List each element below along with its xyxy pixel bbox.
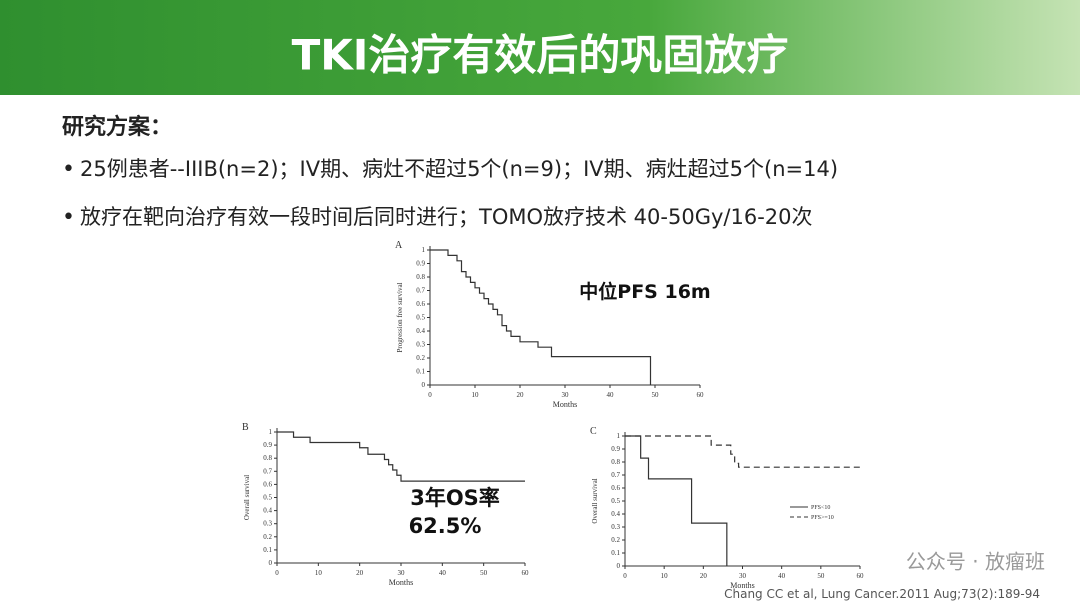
x-tick-label: 50 bbox=[817, 572, 825, 580]
y-tick-label: 0.3 bbox=[611, 523, 620, 531]
survival-curve bbox=[625, 435, 860, 468]
y-tick-label: 0.3 bbox=[416, 341, 425, 349]
y-tick-label: 0.6 bbox=[611, 484, 620, 492]
x-tick-label: 50 bbox=[652, 391, 660, 399]
y-tick-label: 0 bbox=[422, 381, 426, 389]
bullet: 放疗在靶向治疗有效一段时间后同时进行；TOMO放疗技术 40-50Gy/16-2… bbox=[80, 205, 813, 229]
legend-label: PFS>=10 bbox=[811, 515, 834, 521]
x-tick-label: 10 bbox=[472, 391, 480, 399]
x-tick-label: 50 bbox=[480, 569, 488, 577]
y-tick-label: 0.4 bbox=[611, 510, 620, 518]
x-tick-label: 20 bbox=[356, 569, 364, 577]
y-tick-label: 0.1 bbox=[611, 549, 620, 557]
y-axis-label: Overall survival bbox=[591, 478, 599, 523]
y-tick-label: 1 bbox=[269, 428, 273, 436]
y-tick-label: 0.8 bbox=[263, 454, 272, 462]
x-tick-label: 10 bbox=[661, 572, 669, 580]
y-tick-label: 0 bbox=[269, 559, 273, 567]
x-tick-label: 20 bbox=[700, 572, 708, 580]
x-tick-label: 0 bbox=[275, 569, 279, 577]
y-tick-label: 0.9 bbox=[263, 441, 272, 449]
y-tick-label: 0.4 bbox=[416, 327, 425, 335]
y-tick-label: 0.6 bbox=[263, 480, 272, 488]
x-tick-label: 30 bbox=[398, 569, 406, 577]
y-tick-label: 0 bbox=[617, 562, 621, 570]
y-tick-label: 0.3 bbox=[263, 520, 272, 528]
y-tick-label: 0.8 bbox=[611, 458, 620, 466]
survival-curve bbox=[430, 249, 652, 385]
x-tick-label: 60 bbox=[697, 391, 705, 399]
x-tick-label: 20 bbox=[517, 391, 525, 399]
survival-curve bbox=[277, 431, 525, 482]
y-tick-label: 0.9 bbox=[611, 445, 620, 453]
y-axis-label: Overall survival bbox=[243, 475, 251, 520]
survival-curve bbox=[625, 435, 728, 566]
y-tick-label: 1 bbox=[422, 246, 426, 254]
y-tick-label: 0.2 bbox=[263, 533, 272, 541]
x-tick-label: 60 bbox=[857, 572, 865, 580]
y-tick-label: 0.7 bbox=[263, 467, 272, 475]
y-tick-label: 0.4 bbox=[263, 507, 272, 515]
y-tick-label: 0.9 bbox=[416, 260, 425, 268]
annotation: 3年OS率 bbox=[410, 486, 500, 510]
panel-letter: A bbox=[395, 240, 403, 251]
x-tick-label: 0 bbox=[428, 391, 432, 399]
y-axis-label: Progression free survival bbox=[396, 282, 404, 352]
annotation: 62.5% bbox=[409, 514, 482, 538]
y-tick-label: 0.5 bbox=[611, 497, 620, 505]
x-tick-label: 60 bbox=[522, 569, 530, 577]
y-tick-label: 0.2 bbox=[611, 536, 620, 544]
x-axis-label: Months bbox=[389, 578, 413, 587]
x-tick-label: 10 bbox=[315, 569, 323, 577]
legend-label: PFS<10 bbox=[811, 505, 830, 511]
x-tick-label: 0 bbox=[623, 572, 627, 580]
bullet-dot: • bbox=[62, 205, 75, 230]
y-tick-label: 0.8 bbox=[416, 273, 425, 281]
header-band bbox=[0, 0, 1080, 95]
x-tick-label: 30 bbox=[562, 391, 570, 399]
slide-title: TKI治疗有效后的巩固放疗 bbox=[292, 31, 789, 80]
x-tick-label: 30 bbox=[739, 572, 747, 580]
bullet: 25例患者--IIIB(n=2)；IV期、病灶不超过5个(n=9)；IV期、病灶… bbox=[80, 157, 838, 181]
annotation: 中位PFS 16m bbox=[579, 280, 710, 303]
y-tick-label: 1 bbox=[617, 432, 621, 440]
y-tick-label: 0.6 bbox=[416, 300, 425, 308]
y-tick-label: 0.2 bbox=[416, 354, 425, 362]
y-tick-label: 0.7 bbox=[611, 471, 620, 479]
watermark: 公众号 · 放瘤班 bbox=[906, 550, 1045, 574]
bullet-dot: • bbox=[62, 157, 75, 182]
y-tick-label: 0.1 bbox=[263, 546, 272, 554]
x-tick-label: 40 bbox=[607, 391, 615, 399]
x-axis-label: Months bbox=[730, 581, 754, 590]
y-tick-label: 0.5 bbox=[263, 494, 272, 502]
heading: 研究方案： bbox=[62, 114, 172, 140]
x-tick-label: 40 bbox=[778, 572, 786, 580]
y-tick-label: 0.7 bbox=[416, 287, 425, 295]
x-axis-label: Months bbox=[553, 400, 577, 409]
panel-letter: B bbox=[242, 422, 249, 433]
citation: Chang CC et al, Lung Cancer.2011 Aug;73(… bbox=[724, 587, 1040, 601]
x-tick-label: 40 bbox=[439, 569, 447, 577]
y-tick-label: 0.1 bbox=[416, 368, 425, 376]
panel-letter: C bbox=[590, 426, 597, 437]
y-tick-label: 0.5 bbox=[416, 314, 425, 322]
